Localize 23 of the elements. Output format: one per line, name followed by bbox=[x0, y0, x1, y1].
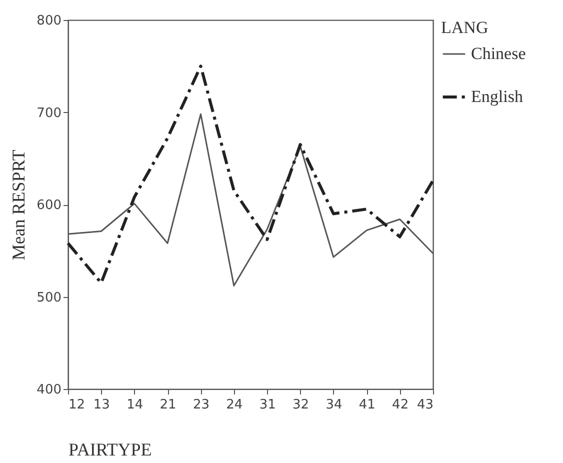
x-tick-label: 31 bbox=[259, 398, 276, 412]
x-tick-label: 41 bbox=[358, 398, 376, 412]
x-tick-label: 14 bbox=[126, 398, 144, 412]
y-axis-title: Mean RESPRT bbox=[8, 150, 29, 260]
x-tick-label: 43 bbox=[416, 398, 434, 412]
legend-title: LANG bbox=[441, 18, 488, 37]
x-axis-title: PAIRTYPE bbox=[68, 440, 152, 460]
y-tick-label: 800 bbox=[36, 14, 62, 28]
x-tick-label: 24 bbox=[226, 398, 243, 412]
x-tick-label: 32 bbox=[292, 398, 310, 412]
x-tick-label: 12 bbox=[68, 398, 86, 412]
x-tick-label: 13 bbox=[93, 398, 110, 412]
y-tick-label: 600 bbox=[36, 198, 62, 213]
x-tick-label: 21 bbox=[160, 398, 176, 412]
y-tick-label: 500 bbox=[36, 290, 62, 306]
x-tick-label: 42 bbox=[392, 398, 409, 412]
legend-label: English bbox=[471, 87, 524, 106]
legend-label: Chinese bbox=[471, 44, 526, 63]
y-tick-label: 700 bbox=[36, 106, 62, 121]
x-tick-label: 34 bbox=[326, 398, 342, 412]
y-tick-label: 400 bbox=[36, 382, 62, 398]
x-tick-label: 23 bbox=[192, 398, 210, 412]
line-series bbox=[66, 64, 434, 284]
